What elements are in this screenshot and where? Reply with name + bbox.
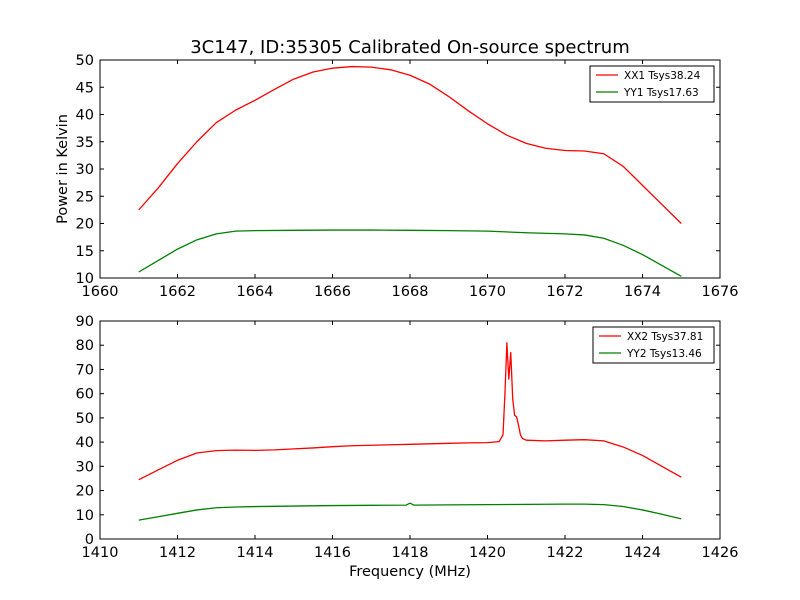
chart-panel-2: 1410 1412 1414 1416 1418 1420 1422 1424 1426 0 10 2… [76, 314, 739, 580]
series-line-yy2 [138, 502, 682, 521]
x-tick-label: 1416 [314, 545, 351, 561]
y-tick-label: 50 [76, 411, 94, 427]
legend: XX1 Tsys38.24 YY1 Tsys17.63 [589, 65, 715, 103]
y-tick-label: 10 [76, 271, 94, 287]
y-tick-label: 70 [76, 362, 94, 378]
y-tick-label: 80 [76, 338, 94, 354]
y-tick-label: 25 [76, 189, 94, 205]
x-tick-label: 1412 [159, 545, 196, 561]
legend-label: YY2 Tsys13.46 [626, 348, 702, 360]
y-tick-label: 30 [76, 162, 94, 178]
x-tick-label: 1420 [469, 545, 506, 561]
x-tick-label: 1426 [702, 545, 739, 561]
legend-label: XX2 Tsys37.81 [627, 331, 703, 343]
y-tick-label: 45 [76, 80, 94, 96]
x-tick-label: 1660 [82, 284, 119, 300]
chart-title: 3C147, ID:35305 Calibrated On-source spe… [190, 37, 630, 58]
legend-label: YY1 Tsys17.63 [623, 87, 699, 99]
legend-box [589, 65, 715, 103]
y-tick-label: 60 [76, 387, 94, 403]
y-tick-label: 0 [85, 532, 94, 548]
x-tick-label: 1422 [547, 545, 584, 561]
y-tick-label: 10 [76, 508, 94, 524]
x-tick-label: 1414 [237, 545, 274, 561]
chart-panel-1: 1660 1662 1664 1666 1668 1670 1672 1674 1676 10 15… [55, 53, 738, 300]
y-tick-label: 40 [76, 108, 94, 124]
x-tick-label: 1674 [624, 284, 661, 300]
y-tick-label: 30 [76, 459, 94, 475]
x-tick-label: 1664 [237, 284, 274, 300]
x-tick-label: 1410 [82, 545, 119, 561]
legend-box [592, 326, 715, 364]
legend: XX2 Tsys37.81 YY2 Tsys13.46 [592, 326, 715, 364]
series-line-yy1 [138, 229, 682, 277]
x-tick-label: 1666 [314, 284, 351, 300]
y-axis-label: Power in Kelvin [55, 114, 71, 224]
plots-layer: 1660 1662 1664 1666 1668 1670 1672 1674 1676 10 15… [55, 53, 738, 580]
y-tick-label: 20 [76, 217, 94, 233]
y-tick-label: 50 [76, 53, 94, 69]
x-tick-label: 1418 [392, 545, 429, 561]
x-tick-label: 1670 [469, 284, 506, 300]
x-axis-label: Frequency (MHz) [349, 564, 471, 580]
x-tick-label: 1424 [624, 545, 661, 561]
x-tick-label: 1662 [159, 284, 196, 300]
series-line-xx2 [138, 342, 682, 481]
y-tick-label: 20 [76, 484, 94, 500]
series-line-xx1 [138, 65, 682, 224]
y-tick-label: 90 [76, 314, 94, 330]
y-tick-label: 40 [76, 435, 94, 451]
y-tick-label: 35 [76, 135, 94, 151]
y-tick-label: 15 [76, 244, 94, 260]
x-tick-label: 1676 [702, 284, 739, 300]
legend-label: XX1 Tsys38.24 [624, 70, 701, 82]
x-tick-label: 1668 [392, 284, 429, 300]
x-tick-label: 1672 [547, 284, 584, 300]
